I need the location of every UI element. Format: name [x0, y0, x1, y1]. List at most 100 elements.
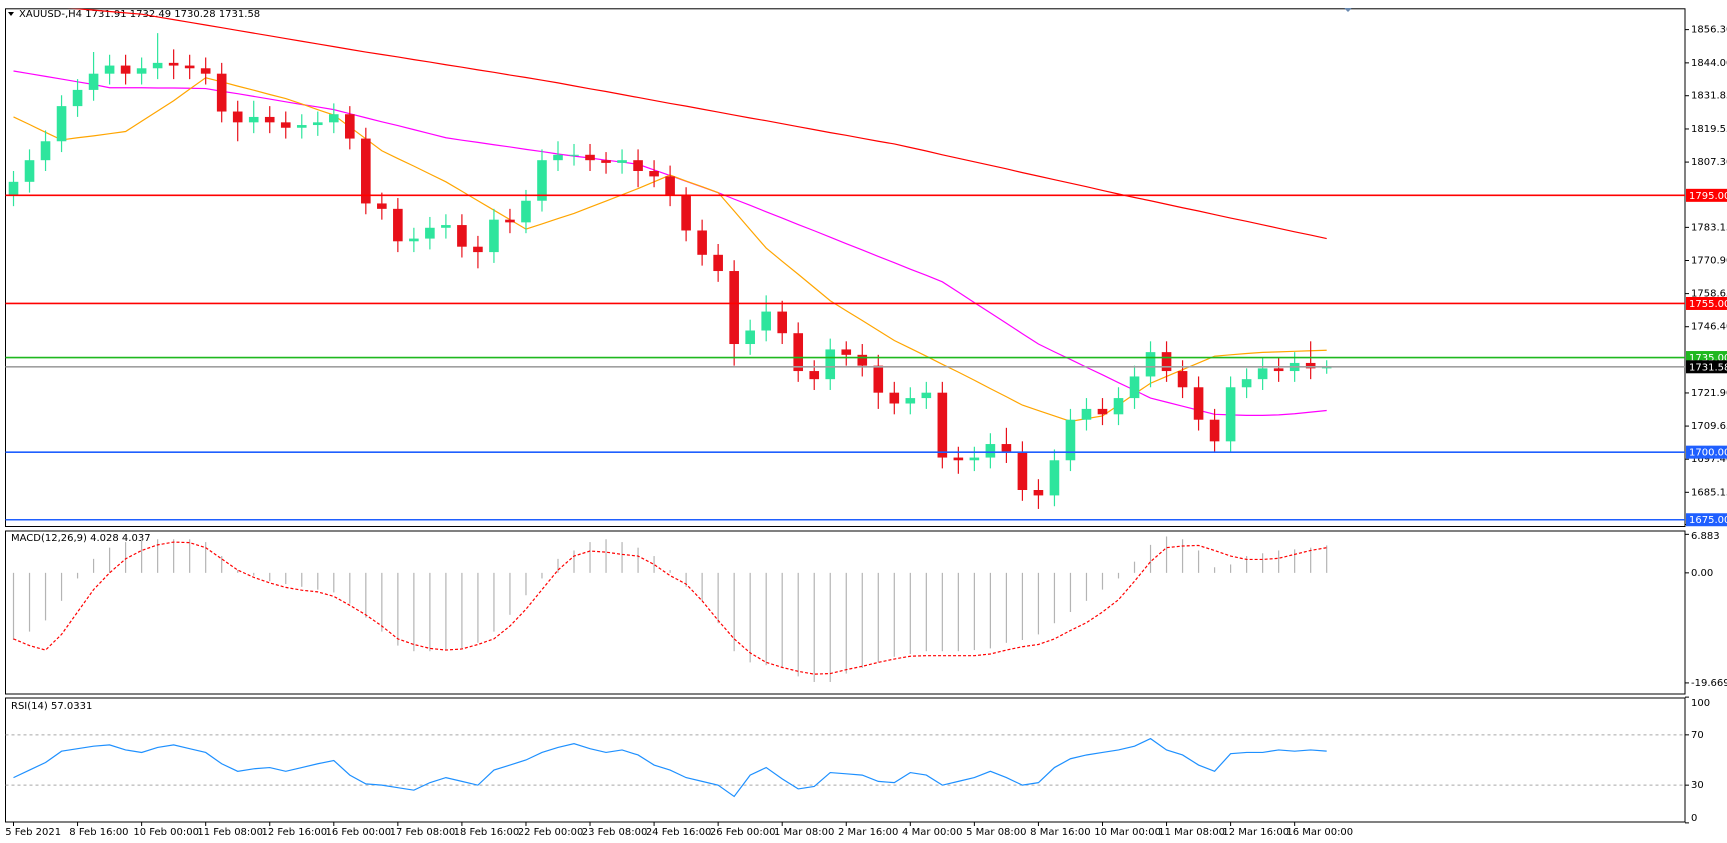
candle-body — [184, 65, 195, 69]
candle-body — [361, 138, 371, 204]
macd-bar — [813, 572, 815, 682]
macd-bar — [1197, 550, 1200, 573]
macd-bar — [1181, 539, 1184, 573]
candle-body — [649, 171, 659, 177]
price-label: 1795.00 — [1689, 191, 1727, 202]
macd-bar — [1262, 553, 1264, 573]
price-label: 1735.00 — [1689, 353, 1727, 364]
candle-body — [280, 122, 291, 128]
macd-bar — [1213, 567, 1216, 573]
macd-bar — [237, 570, 239, 573]
y-tick-label: 100 — [1691, 698, 1710, 709]
y-tick-label: 30 — [1691, 780, 1704, 791]
candle-body — [136, 68, 147, 74]
candle-body — [793, 333, 804, 372]
candle-body — [1273, 368, 1284, 372]
candle-body — [1097, 408, 1108, 415]
x-tick-label: 26 Feb 00:00 — [710, 827, 776, 838]
candle-body — [8, 181, 19, 196]
macd-bar — [301, 572, 303, 587]
macd-bar — [125, 542, 127, 573]
price-label-box — [1686, 360, 1727, 374]
macd-bar — [637, 547, 639, 573]
candle-body — [1241, 379, 1252, 388]
x-tick-label: 8 Feb 16:00 — [69, 827, 128, 838]
candle-body — [1193, 387, 1204, 420]
y-tick-label: 70 — [1691, 730, 1704, 741]
macd-bar — [685, 572, 687, 587]
candle-body — [921, 392, 932, 399]
candle-body — [441, 225, 451, 228]
candle-body — [1145, 352, 1156, 377]
macd-bar — [781, 572, 783, 668]
x-tick-label: 5 Mar 08:00 — [966, 827, 1026, 838]
candle-body — [104, 65, 115, 74]
x-tick-label: 17 Feb 08:00 — [390, 827, 456, 838]
candle-body — [985, 444, 996, 458]
rsi-panel-frame — [5, 697, 1686, 823]
macd-bar — [1149, 544, 1152, 573]
candle-body — [409, 238, 419, 242]
y-tick-label: 0.00 — [1691, 568, 1713, 579]
macd-bar — [845, 572, 847, 674]
macd-bar — [1069, 572, 1072, 613]
macd-bar — [509, 572, 511, 615]
candle-body — [152, 62, 163, 69]
candle-body — [248, 116, 259, 123]
macd-bar — [1133, 561, 1136, 573]
macd-bar — [28, 572, 31, 632]
y-tick-label: 0 — [1691, 813, 1697, 824]
candle-body — [745, 330, 755, 345]
candle-body — [1065, 419, 1076, 461]
price-label: 1755.00 — [1689, 299, 1727, 310]
macd-bar — [941, 572, 943, 652]
macd-bar — [349, 572, 351, 604]
candle-body — [232, 111, 243, 123]
candle-body — [168, 62, 179, 66]
candle-body — [889, 392, 900, 404]
macd-bar — [108, 547, 111, 573]
macd-bar — [429, 572, 431, 652]
candle-body — [665, 176, 675, 196]
candle-body — [761, 311, 771, 331]
macd-bar — [909, 572, 911, 654]
panel-plot — [5, 734, 1685, 798]
x-tick-label: 1 Mar 08:00 — [774, 827, 834, 838]
macd-bar — [621, 542, 623, 573]
macd-panel-frame — [5, 530, 1686, 695]
shift-marker — [1344, 8, 1352, 12]
candle-body — [825, 349, 836, 380]
candle-body — [841, 349, 852, 355]
price-panel-frame — [5, 8, 1686, 528]
macd-bar — [141, 539, 143, 573]
candle-body — [264, 116, 275, 123]
candle-body — [601, 160, 611, 163]
macd-bar — [317, 572, 319, 590]
macd-bar — [413, 572, 415, 652]
macd-bar — [957, 572, 959, 652]
y-tick-label: 1856.30 — [1691, 25, 1727, 36]
candle-body — [697, 230, 707, 255]
macd-bar — [493, 572, 495, 632]
y-tick-label: 1831.85 — [1691, 91, 1727, 102]
candle-body — [857, 354, 868, 366]
moving-average — [13, 77, 1327, 422]
candle-body — [617, 160, 627, 163]
macd-bar — [445, 572, 447, 651]
candle-body — [1049, 460, 1060, 496]
y-tick-label: 1807.30 — [1691, 157, 1727, 168]
macd-bar — [333, 572, 335, 593]
candle-body — [1113, 398, 1124, 415]
panel-plot — [12, 536, 1328, 682]
candle-body — [216, 73, 227, 112]
macd-bar — [12, 572, 15, 641]
macd-bar — [1037, 572, 1040, 635]
rsi-line — [13, 737, 1327, 798]
price-label: 1675.00 — [1689, 515, 1727, 526]
candle-body — [585, 154, 595, 161]
x-tick-label: 8 Mar 16:00 — [1030, 827, 1090, 838]
candle-body — [553, 154, 563, 161]
candle-body — [905, 398, 916, 404]
candle-body — [569, 154, 579, 156]
macd-bar — [477, 572, 479, 643]
